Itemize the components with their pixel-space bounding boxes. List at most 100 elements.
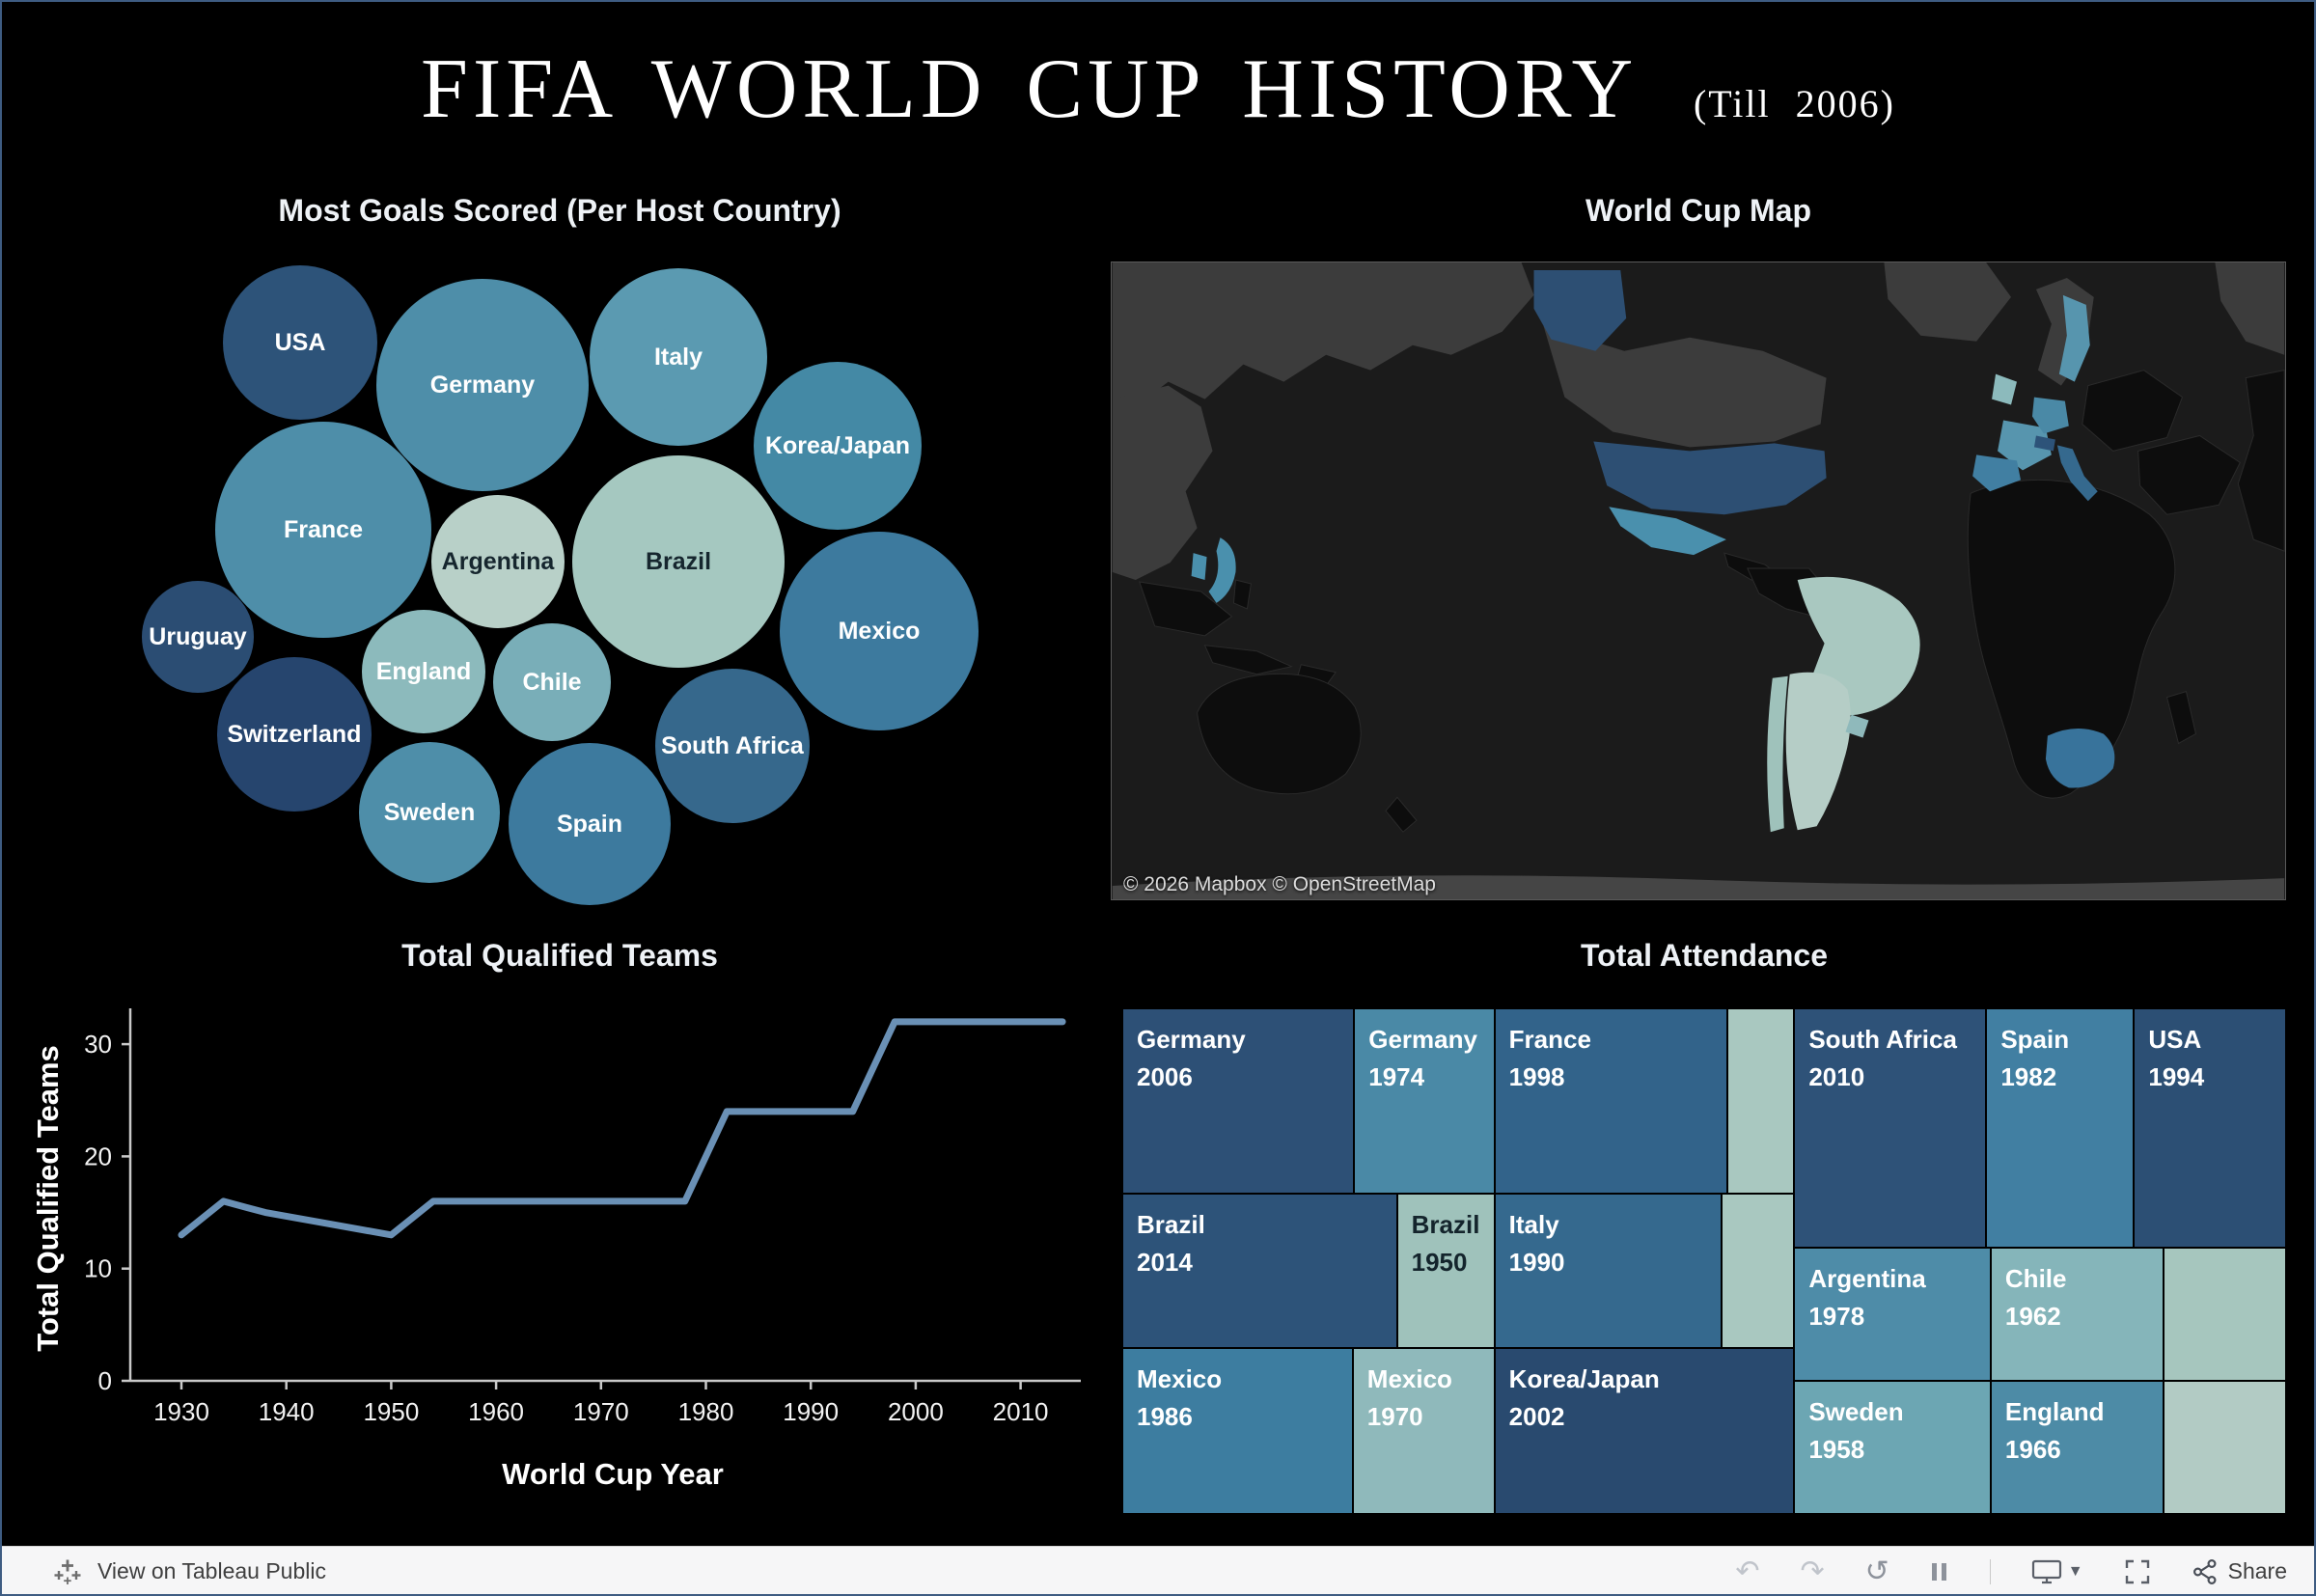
tile-country: Brazil (1137, 1209, 1205, 1239)
bubble-mexico[interactable]: Mexico (780, 532, 979, 730)
tile-country: England (2004, 1397, 2105, 1427)
tile-spain-1982[interactable]: Spain 1982 (1986, 1008, 2135, 1249)
bubble-england[interactable]: England (362, 610, 485, 733)
tile-year: 1962 (2004, 1302, 2061, 1332)
treemap[interactable]: Germany 2006 Germany 1974 France 1998 Brazil 20… (1122, 1008, 2286, 1514)
tableau-toolbar: View on Tableau Public ↶ ↷ ↺ ▼ (0, 1546, 2316, 1596)
tile-year: 2002 (1508, 1402, 1565, 1432)
tile-year: 1970 (1366, 1402, 1423, 1432)
map-country-italy[interactable] (2056, 445, 2098, 502)
y-tick-label: 20 (84, 1142, 112, 1170)
tile-unlabeled[interactable] (1722, 1193, 1795, 1349)
tile-chile-1962[interactable]: Chile 1962 (1990, 1248, 2164, 1382)
tile-country: Mexico (1137, 1364, 1223, 1394)
bubble-chart[interactable]: USA Germany Italy Korea/Japan France Argentin… (133, 251, 982, 919)
x-tick-label: 1960 (468, 1397, 524, 1426)
bubble-france[interactable]: France (215, 422, 431, 638)
x-tick-label: 2010 (993, 1397, 1049, 1426)
bubble-chart-title: Most Goals Scored (Per Host Country) (278, 193, 841, 228)
bubble-spain[interactable]: Spain (509, 743, 671, 905)
tile-year: 2006 (1137, 1062, 1193, 1091)
line-chart-svg[interactable]: 0 10 20 30 1930 1940 1950 1960 1970 1980 1990 2000 2… (19, 984, 1139, 1544)
fullscreen-icon[interactable] (2124, 1558, 2151, 1585)
share-button[interactable]: Share (2192, 1558, 2287, 1585)
tile-unlabeled[interactable] (2164, 1248, 2286, 1382)
map-country-usa[interactable] (1593, 441, 1827, 515)
bubble-south-africa[interactable]: South Africa (655, 669, 810, 823)
tile-england-1966[interactable]: England 1966 (1990, 1381, 2164, 1514)
x-tick-label: 1990 (783, 1397, 839, 1426)
tile-country: Italy (1508, 1209, 1559, 1239)
x-axis-title: World Cup Year (502, 1457, 724, 1491)
qualified-teams-line[interactable] (178, 1018, 1066, 1239)
bubble-korea-japan[interactable]: Korea/Japan (754, 362, 922, 530)
bubble-switzerland[interactable]: Switzerland (217, 657, 372, 812)
world-map[interactable]: © 2026 Mapbox © OpenStreetMap (1111, 261, 2286, 900)
tile-country: Argentina (1808, 1264, 1926, 1294)
dashboard-title-main: FIFA WORLD CUP HISTORY (421, 42, 1635, 136)
bubble-chile[interactable]: Chile (493, 623, 611, 741)
bubble-label: Brazil (645, 547, 712, 575)
map-country-switzerland[interactable] (2033, 435, 2055, 452)
bubble-label: Mexico (838, 617, 921, 645)
bubble-uruguay[interactable]: Uruguay (142, 581, 254, 693)
line-chart-title: Total Qualified Teams (401, 938, 718, 973)
bubble-label: USA (274, 328, 326, 356)
bubble-sweden[interactable]: Sweden (359, 742, 500, 883)
map-country-germany[interactable] (2031, 397, 2069, 434)
tile-year: 1966 (2004, 1435, 2061, 1465)
bubble-germany[interactable]: Germany (376, 279, 589, 491)
x-tick-label: 1980 (678, 1397, 734, 1426)
tile-year: 1998 (1508, 1062, 1565, 1091)
tile-country: Chile (2004, 1264, 2067, 1294)
map-country-spain[interactable] (1972, 454, 2021, 492)
tile-germany-2006[interactable]: Germany 2006 (1122, 1008, 1355, 1194)
download-icon[interactable]: ▼ (2031, 1558, 2083, 1585)
tile-unlabeled[interactable] (2164, 1381, 2286, 1514)
map-country-sweden[interactable] (2058, 294, 2090, 382)
map-country-chile[interactable] (1767, 675, 1788, 833)
bubble-label: Sweden (383, 798, 476, 826)
tile-brazil-2014[interactable]: Brazil 2014 (1122, 1193, 1397, 1349)
map-country-south-africa[interactable] (2045, 728, 2115, 788)
share-icon (2192, 1558, 2217, 1584)
redo-icon[interactable]: ↷ (1800, 1555, 1825, 1587)
tile-south-africa-2010[interactable]: South Africa 2010 (1794, 1008, 1987, 1249)
tile-unlabeled[interactable] (1727, 1008, 1795, 1194)
map-country-mexico[interactable] (1609, 507, 1726, 556)
map-country-japan[interactable] (1208, 537, 1236, 603)
bubble-italy[interactable]: Italy (590, 268, 767, 446)
map-country-korea[interactable] (1191, 553, 1207, 581)
bubble-label: Switzerland (227, 720, 362, 748)
bubble-argentina[interactable]: Argentina (431, 495, 565, 628)
x-tick-label: 1930 (153, 1397, 209, 1426)
bubble-label: Chile (522, 668, 582, 696)
tile-mexico-1970[interactable]: Mexico 1970 (1352, 1348, 1495, 1514)
undo-icon[interactable]: ↶ (1735, 1555, 1760, 1587)
pause-icon[interactable] (1930, 1560, 1949, 1583)
view-on-tableau-link[interactable]: View on Tableau Public (97, 1558, 326, 1583)
share-label: Share (2227, 1558, 2287, 1583)
map-attribution[interactable]: © 2026 Mapbox © OpenStreetMap (1123, 873, 1436, 895)
tile-mexico-1986[interactable]: Mexico 1986 (1122, 1348, 1353, 1514)
tile-germany-1974[interactable]: Germany 1974 (1354, 1008, 1495, 1194)
reset-icon[interactable]: ↺ (1864, 1555, 1889, 1587)
tile-sweden-1958[interactable]: Sweden 1958 (1794, 1381, 1991, 1514)
tile-argentina-1978[interactable]: Argentina 1978 (1794, 1248, 1991, 1382)
toolbar-separator (1989, 1558, 1991, 1584)
tile-usa-1994[interactable]: USA 1994 (2134, 1008, 2286, 1249)
tile-france-1998[interactable]: France 1998 (1494, 1008, 1728, 1194)
map-country-argentina[interactable] (1785, 672, 1851, 831)
bubble-usa[interactable]: USA (223, 265, 377, 420)
tile-brazil-1950[interactable]: Brazil 1950 (1396, 1193, 1495, 1349)
bubble-label: Uruguay (149, 622, 247, 650)
map-country-uruguay[interactable] (1845, 714, 1869, 738)
map-country-alaska[interactable] (1533, 269, 1627, 351)
bubble-brazil[interactable]: Brazil (572, 455, 785, 668)
map-country-england[interactable] (1992, 373, 2017, 405)
map-country-france[interactable] (1998, 420, 2052, 471)
tableau-logo-icon[interactable] (53, 1557, 82, 1586)
tile-korea-japan-2002[interactable]: Korea/Japan 2002 (1494, 1348, 1795, 1514)
tile-year: 1990 (1508, 1247, 1565, 1277)
tile-italy-1990[interactable]: Italy 1990 (1494, 1193, 1723, 1349)
